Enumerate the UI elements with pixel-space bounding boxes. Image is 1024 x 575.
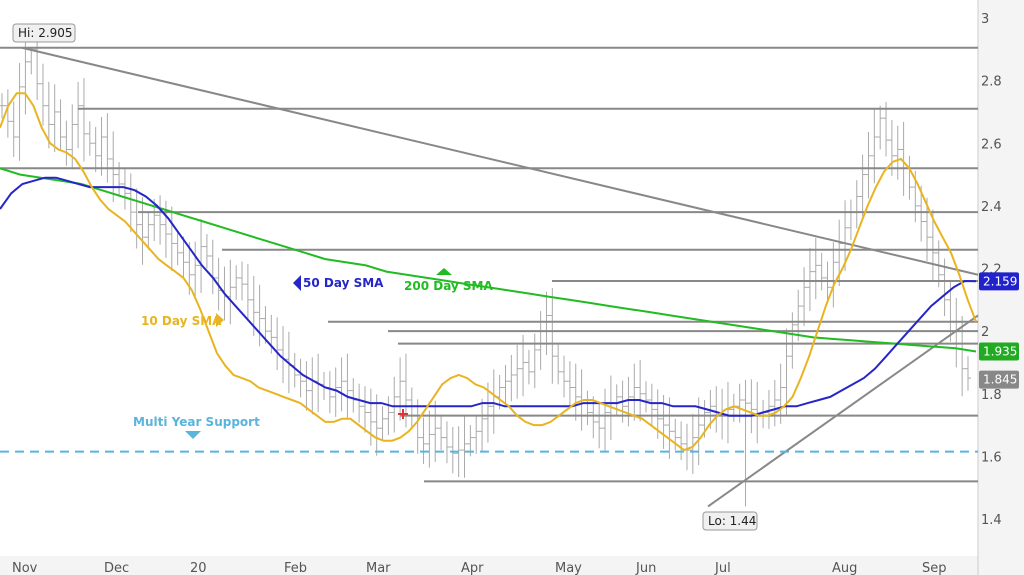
- x-tick-label: 20: [190, 561, 207, 575]
- sma50-annotation: 50 Day SMA: [293, 275, 384, 291]
- red-cross-marker: [398, 409, 408, 419]
- lo-callout-box: [702, 511, 758, 531]
- hi-callout-box: [12, 23, 76, 43]
- sma-200-line: [0, 167, 977, 353]
- sma200-label: 200 Day SMA: [404, 279, 494, 293]
- price-badge: [979, 272, 1019, 291]
- hi-callout: Hi: 2.905: [12, 23, 76, 43]
- support-label: Multi Year Support: [133, 415, 260, 429]
- price-badge: [979, 342, 1019, 361]
- price-badge-label: 1.845: [983, 373, 1017, 387]
- y-tick-label: 2: [981, 325, 989, 340]
- x-tick-label: Sep: [922, 561, 947, 575]
- lo-callout-label: Lo: 1.44: [708, 514, 756, 528]
- x-tick-label: Nov: [12, 561, 38, 575]
- sma10-arrow-icon: [216, 313, 224, 327]
- hi-callout-label: Hi: 2.905: [18, 26, 73, 40]
- sma10-annotation: 10 Day SMA: [141, 313, 224, 328]
- y-axis-ticks: 32.82.62.42.221.81.61.4: [981, 12, 1002, 528]
- y-tick-label: 1.8: [981, 388, 1002, 403]
- support-arrow-icon: [185, 431, 201, 439]
- y-tick-label: 2.4: [981, 200, 1002, 215]
- sma50-arrow-icon: [293, 275, 301, 291]
- price-badge-label: 1.935: [983, 344, 1017, 358]
- x-tick-label: Mar: [366, 561, 391, 575]
- y-tick-label: 1.6: [981, 450, 1002, 465]
- support-annotation: Multi Year Support: [133, 415, 260, 439]
- x-tick-label: Apr: [461, 561, 484, 575]
- sma-50-line: [0, 176, 977, 417]
- price-badge-label: 2.159: [983, 274, 1017, 288]
- y-tick-label: 1.4: [981, 513, 1002, 528]
- x-tick-label: Dec: [104, 561, 129, 575]
- price-bars: [0, 33, 971, 507]
- plot-background: [0, 0, 978, 556]
- price-badge: [979, 370, 1019, 389]
- x-tick-label: Jul: [714, 561, 731, 575]
- x-tick-label: Feb: [284, 561, 307, 575]
- x-axis-ticks: Nov Dec 20 Feb Mar Apr May Jun Jul Aug Sep: [12, 561, 947, 575]
- y-tick-label: 3: [981, 12, 989, 27]
- sma200-annotation: 200 Day SMA: [404, 268, 494, 293]
- sma10-label: 10 Day SMA: [141, 314, 222, 328]
- y-tick-label: 2.6: [981, 137, 1002, 152]
- price-badges: 2.159 1.935 1.845: [979, 272, 1019, 389]
- sma50-label: 50 Day SMA: [303, 276, 384, 290]
- x-tick-label: May: [555, 561, 582, 575]
- lo-callout: Lo: 1.44: [702, 511, 758, 531]
- sma200-arrow-icon: [436, 268, 452, 275]
- x-tick-label: Jun: [635, 561, 656, 575]
- y-tick-label: 2.8: [981, 75, 1002, 90]
- horizontal-levels: [0, 46, 978, 483]
- down-trendline: [21, 46, 979, 276]
- x-tick-label: Aug: [832, 561, 857, 575]
- sma-10-line: [0, 92, 977, 452]
- x-axis-panel: [0, 556, 978, 575]
